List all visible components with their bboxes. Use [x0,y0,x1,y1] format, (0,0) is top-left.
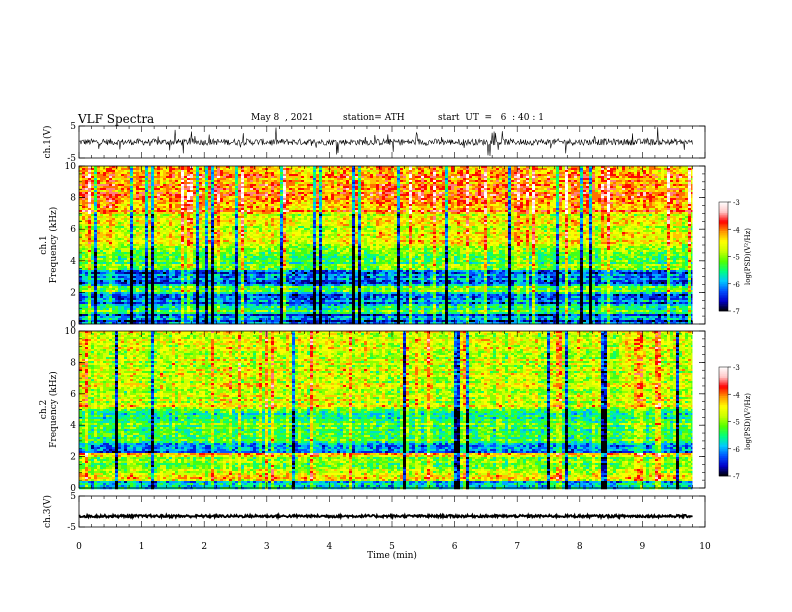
x-tick-label: 7 [514,542,520,552]
colorbar-tick-label: -3 [733,364,740,372]
figure-title: VLF Spectra [78,112,154,126]
x-tick-label: 9 [640,542,646,552]
x-axis-label: Time (min) [367,550,417,561]
colorbar-tick-label: -5 [733,419,740,427]
ch2-spectrogram-channel-label: ch.2 [39,400,49,419]
ch1-spectrogram-channel-label: ch.1 [39,235,49,254]
y-tick-label: 6 [70,225,76,235]
waveform-panel-4: 5 -5 ch.3(V) [42,492,705,533]
x-tick-label: 1 [139,542,145,552]
ch2-spectrogram-cells [79,331,692,489]
ch1-spectrogram-ylabel: Frequency (kHz) [48,207,59,284]
colorbar-1: -3 -4 -5 -6 -7 log(PSD)(V²/Hz) [719,199,752,316]
y-tick-label: 8 [70,194,76,204]
ch1-waveform-trace [79,127,693,156]
y-tick-label: 10 [65,162,77,172]
colorbar-tick-label: -7 [733,308,740,316]
colorbar-tick-label: -3 [733,199,740,207]
x-tick-label: 0 [76,542,82,552]
colorbar-tick-label: -6 [733,446,740,454]
y-tick-label: 10 [65,327,77,337]
y-tick-label: 4 [70,257,76,267]
colorbar-label: log(PSD)(V²/Hz) [744,393,752,450]
x-tick-label: 6 [452,542,458,552]
x-tick-label: 8 [577,542,583,552]
colorbar-tick-label: -4 [733,391,740,399]
x-tick-label: 2 [201,542,207,552]
ch1-spectrogram-cells [79,166,692,324]
y-tick-label: 2 [70,453,76,463]
x-tick-label: 10 [699,542,711,552]
colorbar-label: log(PSD)(V²/Hz) [744,228,752,285]
y-tick-label: 5 [70,122,76,132]
colorbar-tick-label: -7 [733,473,740,481]
y-tick-label: 8 [70,358,76,368]
colorbar-tick-label: -6 [733,281,740,289]
x-tick-label: 3 [264,542,270,552]
waveform-panel-1: 5-5ch.1(V) [42,122,705,164]
colorbar-2: -3 -4 -5 -6 -7 log(PSD)(V²/Hz) [719,364,752,481]
y-tick-label: 2 [70,288,76,298]
date-label: May 8 , 2021 [251,113,314,123]
station-label: station= ATH [343,113,405,123]
ch3-waveform-trace [79,515,693,518]
y-tick-label: -5 [67,523,76,533]
y-tick-label: 5 [70,492,76,502]
ch2-spectrogram-ylabel: Frequency (kHz) [48,371,59,448]
colorbar-tick-label: -4 [733,226,740,234]
ch3-waveform-ylabel: ch.3(V) [42,495,53,528]
colorbar-tick-label: -5 [733,254,740,262]
start-time-label: start UT = 6 : 40 : 1 [438,113,544,123]
y-tick-label: 6 [70,390,76,400]
x-tick-label: 4 [327,542,333,552]
y-tick-label: 4 [70,421,76,431]
ch1-waveform-ylabel: ch.1(V) [42,126,53,159]
